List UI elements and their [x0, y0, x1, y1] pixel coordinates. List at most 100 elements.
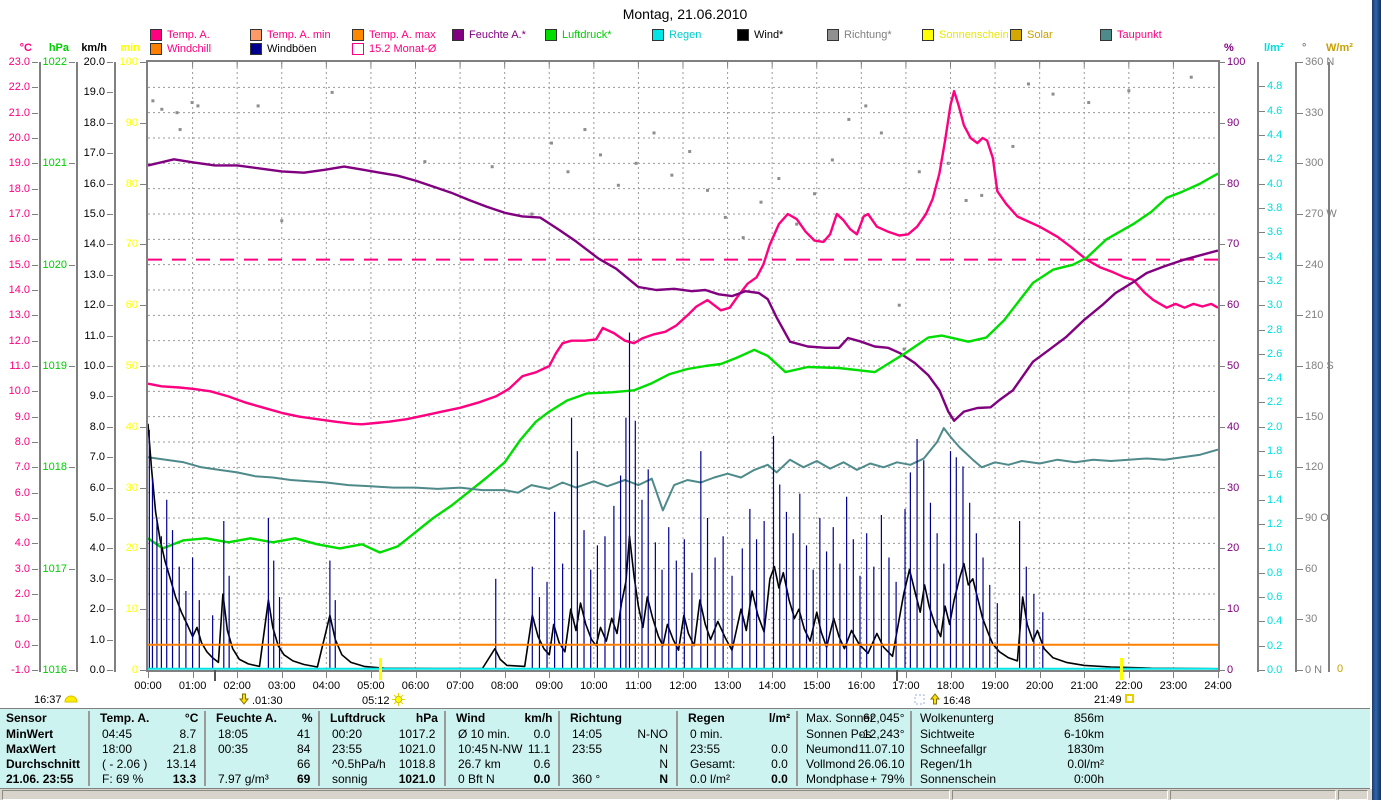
- legend-label: Sonnenschein: [939, 29, 1009, 41]
- table-value-time: Ø 10 min.: [458, 727, 511, 741]
- axis-tick: [1297, 568, 1303, 570]
- legend-item-regen[interactable]: Regen: [652, 29, 701, 41]
- axis-tick-label: 5.0: [89, 512, 105, 524]
- legend-label: 15.2 Monat-Ø: [369, 43, 437, 55]
- axis-tick-label: 6.0: [14, 486, 30, 499]
- x-axis-tick: [326, 672, 328, 678]
- axis-tick-label: 7.0: [14, 461, 30, 474]
- x-axis-label: 21:00: [1070, 680, 1099, 692]
- axis-tick-label: 20.0: [83, 56, 105, 68]
- table-header: Luftdruck: [330, 711, 386, 725]
- legend-item-temp-a-min[interactable]: Temp. A. min: [250, 29, 331, 41]
- axis-tick: [1297, 416, 1303, 418]
- table-value: 1017.2: [398, 727, 436, 741]
- axis-tick: [1219, 366, 1225, 367]
- luftdruck-swatch-icon: [545, 29, 557, 41]
- legend-item-temp-a-max[interactable]: Temp. A. max: [352, 29, 436, 41]
- axis-tick-label: 80: [1227, 177, 1240, 190]
- chart-plot-area[interactable]: [146, 60, 1220, 672]
- axis-tick: [1219, 244, 1225, 246]
- axis-tick: [1259, 426, 1265, 428]
- axis-tick-label: 11.0: [84, 329, 105, 342]
- axis-tick: [69, 163, 75, 165]
- table-value-time: 18:00: [102, 742, 133, 756]
- legend-item-monat-avg[interactable]: 15.2 Monat-Ø: [352, 43, 436, 55]
- legend-item-temp-a[interactable]: Temp. A.: [150, 29, 210, 41]
- table-info-value: + 79%: [870, 772, 905, 786]
- axis-tick-label: 300: [1305, 157, 1324, 170]
- x-axis-label: 07:00: [446, 680, 474, 692]
- axis-tick-label: 15.0: [8, 258, 30, 271]
- table-info-label: Mondphase: [806, 772, 869, 786]
- axis-tick-label: 1.0: [89, 633, 105, 646]
- x-axis-label: 05:00: [357, 680, 385, 692]
- marker-time: 16:48: [943, 694, 971, 707]
- axis-tick: [1259, 378, 1265, 380]
- axis-tick: [1259, 256, 1265, 258]
- legend-item-wind[interactable]: Wind*: [737, 29, 783, 41]
- axis-tick: [1259, 207, 1265, 209]
- x-axis-label: 09:00: [535, 680, 564, 692]
- table-header: Wind: [456, 711, 486, 725]
- axis-tick-label: 0.8: [1267, 566, 1283, 579]
- axis-tick-label: 1019: [42, 360, 67, 372]
- table-value-time: 7.97 g/m³: [218, 772, 269, 786]
- axis-tick-label: 3.8: [1267, 201, 1283, 214]
- axis-tick-label: 14.0: [8, 284, 30, 296]
- axis-tick-label: 80: [125, 177, 138, 190]
- table-value-time: 23:55: [690, 742, 721, 756]
- x-axis-tick: [950, 672, 952, 678]
- chart-svg[interactable]: [147, 62, 1219, 670]
- legend-label: Windböen: [267, 43, 317, 55]
- x-axis-tick: [504, 672, 506, 678]
- axis-tick-label: 10.0: [83, 360, 105, 372]
- table-value: N: [659, 757, 669, 771]
- table-row-label: 21.06. 23:55: [6, 772, 74, 786]
- table-row-label: MinWert: [6, 727, 54, 741]
- table-info-label: Wolkenunterg: [920, 711, 994, 725]
- table-info-value: 6-10km: [1063, 727, 1104, 741]
- axis-tick: [1259, 280, 1265, 282]
- axis-tick: [32, 239, 38, 241]
- axis-tick-label: 60: [125, 299, 138, 312]
- axis-tick: [1259, 621, 1265, 623]
- axis-tick-label: 180 S: [1305, 360, 1334, 372]
- axis-tick-label: 1.0: [14, 613, 30, 626]
- table-value-time: 23:55: [332, 742, 363, 756]
- axis-tick: [140, 670, 146, 671]
- x-axis-tick: [1128, 672, 1130, 678]
- legend-item-windboeen[interactable]: Windböen: [250, 43, 317, 55]
- axis-tick-label: 5.0: [14, 512, 30, 524]
- legend-item-richtung[interactable]: Richtung*: [827, 29, 892, 41]
- legend-item-solar[interactable]: Solar: [1010, 29, 1053, 41]
- marker-time: 16:37: [34, 693, 62, 706]
- monat-avg-swatch-icon: [352, 43, 364, 55]
- axis-tick: [107, 153, 113, 155]
- table-header: Regen: [688, 711, 725, 725]
- legend-label: Windchill: [167, 43, 212, 55]
- axis-tick: [32, 518, 38, 519]
- legend-item-windchill[interactable]: Windchill: [150, 43, 211, 55]
- table-header-unit: [613, 711, 670, 726]
- legend-item-feuchte-a[interactable]: Feuchte A.*: [452, 29, 526, 41]
- x-axis-tick: [370, 672, 372, 678]
- x-axis-tick: [727, 672, 729, 678]
- axis-tick-label: 0.4: [1267, 615, 1283, 628]
- legend-item-sonnenschein[interactable]: Sonnenschein: [922, 29, 1009, 41]
- table-info-value: 11.07.10: [858, 742, 905, 756]
- x-axis-label: 18:00: [936, 680, 965, 692]
- table-header: Temp. A.: [100, 711, 150, 725]
- axis-tick: [1219, 183, 1225, 185]
- windboeen-swatch-icon: [250, 43, 262, 55]
- legend-item-luftdruck[interactable]: Luftdruck*: [545, 29, 612, 41]
- table-value: N: [659, 742, 669, 756]
- axis-tick: [1219, 548, 1225, 550]
- axis-tick: [1297, 62, 1303, 63]
- axis-tick: [140, 366, 146, 367]
- axis-tick: [1219, 670, 1225, 671]
- axis-tick-label: 0: [1337, 663, 1344, 675]
- x-axis-label: 14:00: [758, 680, 786, 692]
- axis-tick-label: 50: [125, 360, 138, 372]
- axis-tick: [32, 416, 38, 418]
- legend-item-taupunkt[interactable]: Taupunkt: [1100, 29, 1162, 41]
